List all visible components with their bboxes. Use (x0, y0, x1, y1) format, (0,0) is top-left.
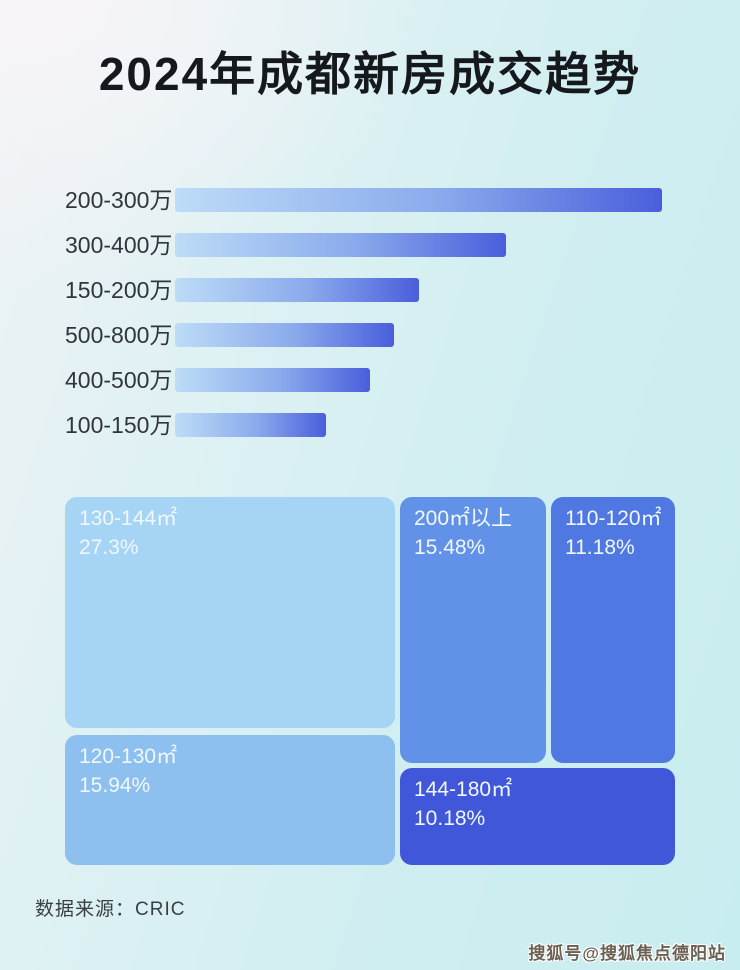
treemap-tile-110-120: 110-120㎡ 11.18% (551, 497, 675, 763)
tile-label: 120-130㎡ (79, 745, 178, 768)
bar-100-150 (175, 413, 326, 437)
tile-label: 144-180㎡ (414, 778, 513, 801)
bar-category-label: 100-150万 (65, 412, 173, 438)
bar-row: 100-150万 (65, 413, 675, 437)
bar-300-400 (175, 233, 507, 257)
treemap-tile-144-180: 144-180㎡ 10.18% (400, 768, 675, 865)
tile-percent: 15.48% (414, 536, 486, 559)
bar-row: 500-800万 (65, 323, 675, 347)
tile-label: 130-144㎡ (79, 507, 178, 530)
bar-row: 400-500万 (65, 368, 675, 392)
bar-200-300 (175, 188, 662, 212)
treemap-tile-200-plus: 200㎡以上 15.48% (400, 497, 546, 763)
tile-label: 200㎡以上 (414, 507, 513, 530)
bar-category-label: 500-800万 (65, 322, 173, 348)
unit-size-treemap: 130-144㎡ 27.3% 120-130㎡ 15.94% 200㎡以上 15… (65, 497, 675, 865)
bar-category-label: 300-400万 (65, 232, 173, 258)
bar-row: 200-300万 (65, 188, 675, 212)
tile-percent: 11.18% (565, 536, 635, 559)
price-band-bar-chart: 200-300万 300-400万 150-200万 500-800万 400-… (65, 188, 675, 458)
bar-150-200 (175, 278, 419, 302)
tile-label: 110-120㎡ (565, 507, 662, 530)
bar-category-label: 150-200万 (65, 277, 173, 303)
data-source-note: 数据来源：CRIC (35, 899, 186, 920)
tile-percent: 10.18% (414, 807, 486, 830)
bar-400-500 (175, 368, 370, 392)
bar-row: 150-200万 (65, 278, 675, 302)
treemap-tile-130-144: 130-144㎡ 27.3% (65, 497, 395, 728)
bar-category-label: 200-300万 (65, 187, 173, 213)
bar-500-800 (175, 323, 395, 347)
bar-row: 300-400万 (65, 233, 675, 257)
bar-category-label: 400-500万 (65, 367, 173, 393)
treemap-tile-120-130: 120-130㎡ 15.94% (65, 735, 395, 865)
tile-percent: 15.94% (79, 774, 151, 797)
tile-percent: 27.3% (79, 536, 139, 559)
watermark-sohu: 搜狐号@搜狐焦点德阳站 (528, 944, 726, 963)
page-title: 2024年成都新房成交趋势 (98, 48, 642, 100)
